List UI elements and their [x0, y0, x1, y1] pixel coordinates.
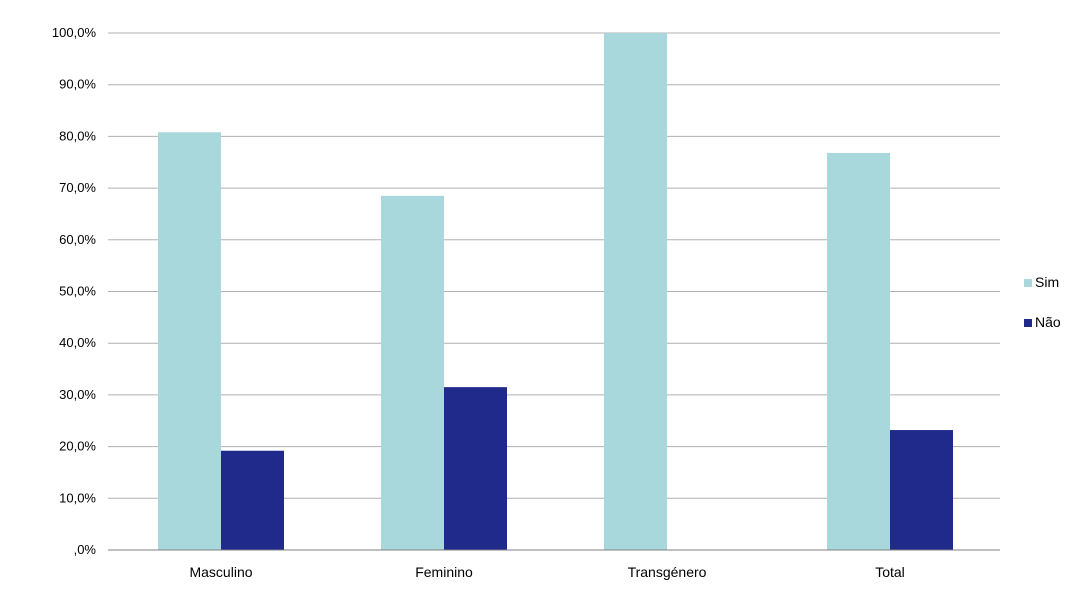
bar-n-o-masculino — [221, 450, 284, 550]
y-tick-label: ,0% — [74, 542, 97, 557]
gridlines — [108, 32, 1000, 499]
y-tick-label: 80,0% — [59, 128, 96, 143]
x-axis-labels: Masculino Feminino Transgénero Total — [189, 564, 904, 580]
y-tick-label: 90,0% — [59, 77, 96, 92]
bar-n-o-feminino — [444, 387, 507, 550]
x-category-label: Feminino — [415, 564, 473, 580]
x-category-label: Masculino — [189, 564, 252, 580]
y-tick-label: 10,0% — [59, 490, 96, 505]
bar-n-o-total — [890, 430, 953, 550]
y-tick-label: 70,0% — [59, 180, 96, 195]
bar-sim-masculino — [158, 132, 221, 550]
legend: Sim Não — [1024, 274, 1061, 330]
y-tick-label: 100,0% — [52, 25, 97, 40]
y-tick-label: 20,0% — [59, 439, 96, 454]
legend-swatch — [1024, 319, 1032, 327]
bars — [158, 33, 953, 551]
y-tick-label: 50,0% — [59, 284, 96, 299]
legend-swatch — [1024, 279, 1032, 287]
y-axis-ticks: ,0% 10,0% 20,0% 30,0% 40,0% 50,0% 60,0% 70,0% 80… — [52, 25, 97, 557]
bar-sim-total — [827, 152, 890, 550]
legend-label: Sim — [1035, 274, 1059, 290]
y-tick-label: 60,0% — [59, 232, 96, 247]
bar-sim-feminino — [381, 195, 444, 551]
x-category-label: Total — [875, 564, 905, 580]
bar-sim-transg-nero — [604, 33, 667, 550]
legend-label: Não — [1035, 314, 1061, 330]
x-category-label: Transgénero — [628, 564, 707, 580]
y-tick-label: 30,0% — [59, 387, 96, 402]
y-tick-label: 40,0% — [59, 335, 96, 350]
